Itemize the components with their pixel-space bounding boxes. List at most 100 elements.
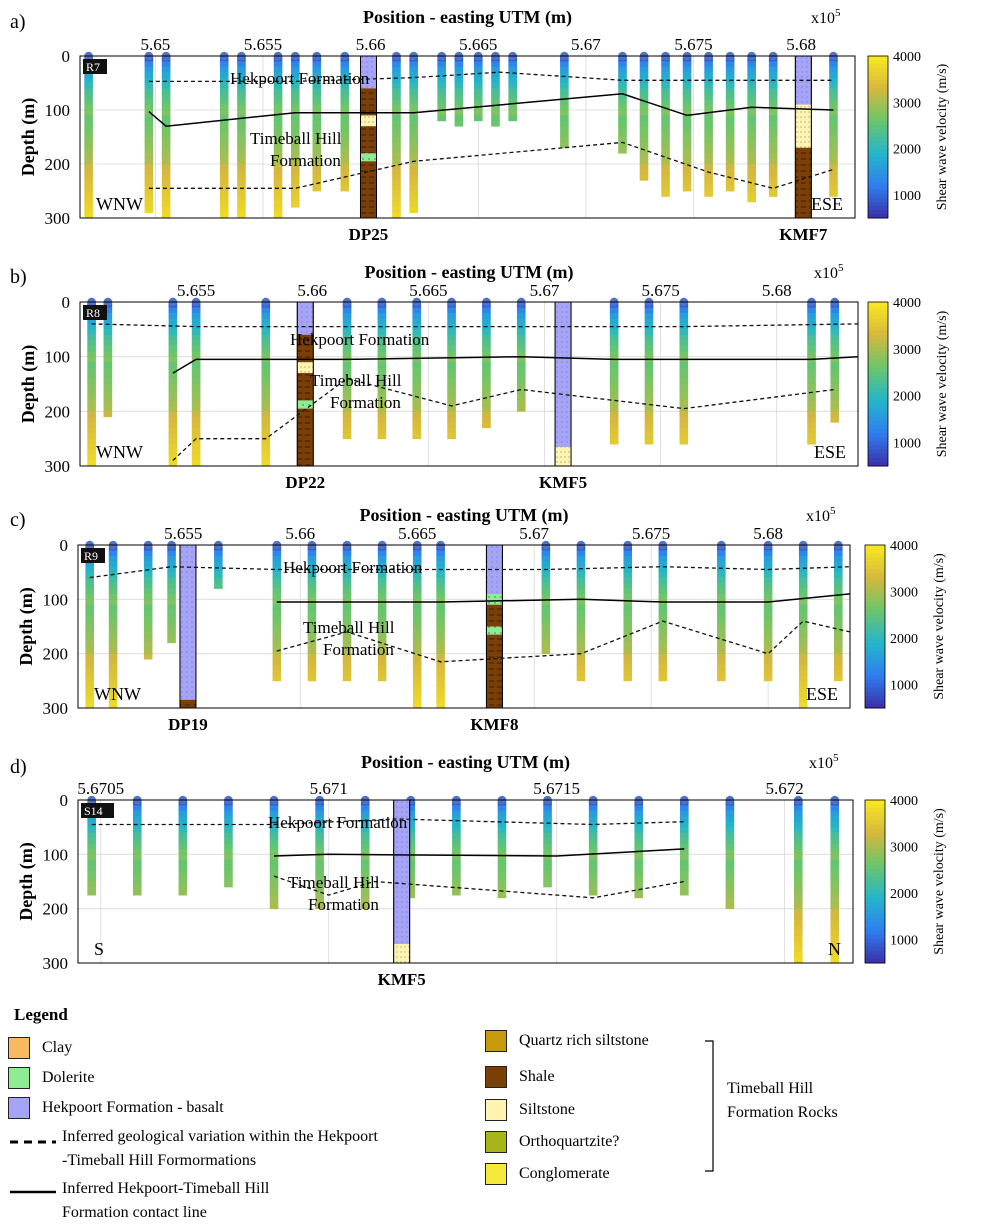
velocity-cell (798, 675, 808, 682)
velocity-cell (725, 110, 735, 116)
velocity-cell (447, 411, 456, 418)
velocity-cell (342, 345, 352, 352)
velocity-cell (143, 561, 153, 568)
velocity-cell (342, 389, 352, 396)
velocity-cell (658, 610, 668, 617)
colorbar-segment (868, 306, 888, 311)
colorbar-segment (868, 92, 888, 97)
velocity-cell (191, 367, 201, 374)
velocity-cell (618, 104, 627, 111)
velocity-cell (360, 805, 370, 812)
velocity-cell (290, 174, 300, 181)
velocity-cell (307, 659, 317, 665)
velocity-cell (377, 675, 387, 682)
velocity-cell (541, 561, 551, 568)
velocity-cell (661, 120, 670, 127)
velocity-cell (639, 153, 649, 159)
velocity-cell (436, 572, 445, 578)
velocity-cell (360, 848, 370, 855)
velocity-sounding (144, 51, 154, 213)
velocity-cell (108, 664, 118, 671)
velocity-cell (377, 362, 387, 368)
colorbar-segment (868, 359, 888, 364)
velocity-cell (768, 120, 778, 127)
velocity-cell (682, 185, 692, 192)
velocity-cell (342, 604, 352, 611)
velocity-cell (576, 626, 586, 633)
velocity-cell (377, 588, 387, 595)
velocity-cell (342, 400, 352, 407)
y-axis-title: Depth (m) (16, 587, 37, 666)
velocity-cell (269, 870, 279, 877)
velocity-cell (342, 659, 352, 665)
velocity-cell (307, 604, 317, 611)
profile-badge-text: R8 (86, 306, 100, 320)
velocity-sounding (168, 297, 178, 467)
formation-lower-label-2: Formation (330, 393, 401, 412)
velocity-cell (644, 411, 654, 418)
velocity-sounding (214, 540, 223, 589)
legend-label: Siltstone (519, 1101, 576, 1118)
colorbar-segment (865, 889, 885, 895)
colorbar-segment (868, 404, 888, 410)
velocity-cell (807, 334, 816, 341)
colorbar-segment (865, 699, 885, 705)
velocity-cell (588, 881, 598, 888)
velocity-cell (482, 329, 491, 336)
velocity-cell (830, 312, 840, 319)
velocity-cell (103, 389, 113, 396)
velocity-cell (830, 832, 840, 839)
axes-frame (79, 55, 856, 219)
colorbar-segment (868, 201, 888, 207)
velocity-cell (87, 351, 96, 358)
velocity-cell (725, 843, 735, 850)
velocity-cell (807, 411, 816, 418)
velocity-cell (497, 805, 507, 812)
velocity-cell (834, 572, 843, 578)
velocity-cell (377, 664, 387, 671)
velocity-cell (144, 83, 154, 89)
velocity-cell (261, 400, 271, 407)
velocity-cell (682, 147, 692, 154)
velocity-cell (644, 307, 654, 314)
velocity-cell (644, 334, 654, 341)
velocity-cell (85, 680, 94, 687)
velocity-cell (834, 615, 843, 622)
velocity-cell (406, 838, 416, 844)
velocity-cell (830, 400, 840, 407)
velocity-cell (829, 191, 838, 197)
borehole-shale (179, 699, 196, 708)
velocity-cell (658, 669, 668, 676)
velocity-cell (516, 400, 526, 407)
velocity-cell (747, 83, 756, 89)
velocity-cell (682, 180, 692, 186)
velocity-cell (191, 433, 201, 440)
velocity-cell (436, 550, 445, 557)
velocity-cell (834, 583, 843, 589)
velocity-cell (834, 593, 843, 600)
velocity-cell (143, 555, 153, 562)
velocity-cell (829, 104, 838, 111)
velocity-cell (340, 169, 350, 176)
colorbar-segment (865, 885, 885, 891)
velocity-cell (132, 810, 142, 817)
velocity-cell (436, 686, 445, 693)
velocity-cell (680, 848, 689, 855)
colorbar-segment (865, 812, 885, 817)
velocity-cell (680, 805, 689, 812)
velocity-cell (87, 389, 96, 396)
velocity-sounding (834, 540, 843, 682)
velocity-cell (312, 66, 322, 73)
velocity-cell (497, 848, 507, 855)
x-exponent-sup: 5 (833, 752, 839, 764)
velocity-cell (680, 810, 689, 817)
velocity-cell (224, 805, 233, 812)
velocity-cell (342, 642, 352, 649)
borehole-KMF7: KMF7 (779, 55, 828, 244)
velocity-cell (167, 604, 176, 611)
velocity-cell (623, 664, 633, 671)
velocity-cell (377, 604, 387, 611)
